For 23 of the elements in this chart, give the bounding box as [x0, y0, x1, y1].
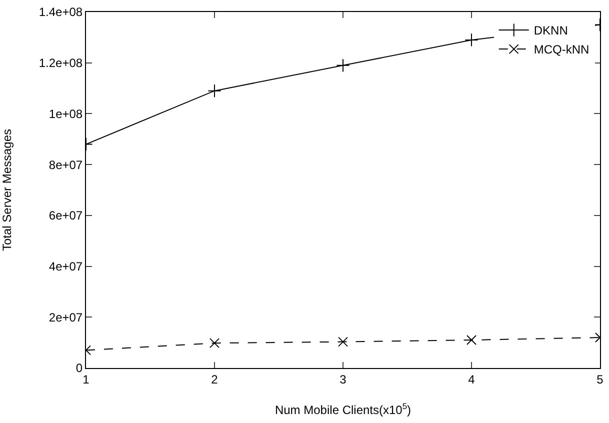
x-tick-label: 1 — [82, 372, 90, 386]
point — [464, 33, 478, 47]
x-tick-label: 2 — [211, 372, 218, 386]
point — [466, 335, 476, 346]
legend-label: MCQ-kNN — [534, 42, 590, 57]
y-tick-label: 1.2e+08 — [38, 56, 83, 70]
y-tick-label: 6e+07 — [48, 208, 83, 223]
x-axis-title: Num Mobile Clients(x10$^{5}$) — [274, 400, 412, 417]
point — [210, 338, 220, 348]
y-tick-label: 8e+07 — [48, 158, 83, 172]
x-tick-label: 4 — [468, 372, 476, 386]
y-tick-label: 1.4e+08 — [38, 5, 83, 20]
y-tick-label: 2e+07 — [48, 310, 83, 324]
y-tick-label: 0 — [76, 361, 83, 376]
point — [208, 84, 222, 98]
y-axis-title: Total Server Messages — [0, 128, 14, 252]
point — [336, 58, 350, 72]
x-tick-label: 5 — [596, 372, 604, 386]
legend-label: DKNN — [534, 24, 568, 38]
point — [338, 336, 348, 347]
y-tick-label: 1e+08 — [48, 106, 83, 121]
y-tick-label: 4e+07 — [48, 259, 83, 274]
x-tick-label: 3 — [340, 372, 347, 386]
